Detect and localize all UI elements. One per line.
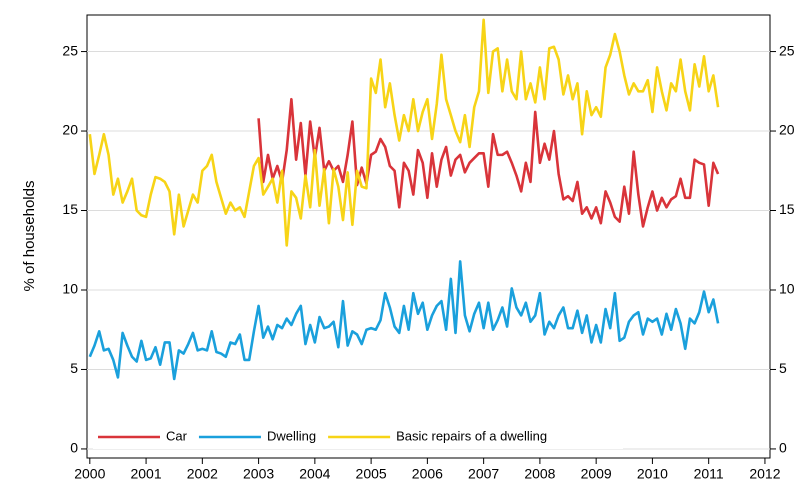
y2-tick-label: 10 xyxy=(779,281,795,297)
x-tick-label: 2003 xyxy=(243,466,274,482)
x-tick-label: 2000 xyxy=(74,466,105,482)
y-tick-label: 10 xyxy=(62,281,78,297)
y-tick-label: 20 xyxy=(62,122,78,138)
legend-label: Dwelling xyxy=(267,428,316,443)
legend-label: Basic repairs of a dwelling xyxy=(396,428,547,443)
x-tick-label: 2011 xyxy=(694,466,724,482)
x-tick-label: 2001 xyxy=(130,466,161,482)
x-tick-label: 2009 xyxy=(581,466,612,482)
series-line xyxy=(88,18,720,247)
x-tick-label: 2004 xyxy=(299,466,330,482)
y2-tick-label: 25 xyxy=(779,42,795,58)
grid xyxy=(87,51,770,450)
x-tick-label: 2008 xyxy=(524,466,555,482)
x-tick-label: 2012 xyxy=(749,466,780,482)
series-line xyxy=(88,260,720,381)
y-tick-label: 0 xyxy=(70,440,78,456)
y2-tick-label: 20 xyxy=(779,122,795,138)
x-tick-label: 2010 xyxy=(637,466,668,482)
legend-label: Car xyxy=(166,428,188,443)
y2-tick-label: 5 xyxy=(779,360,787,376)
plot-frame xyxy=(86,14,771,459)
x-tick-label: 2006 xyxy=(412,466,443,482)
x-tick-label: 2005 xyxy=(356,466,387,482)
series-line xyxy=(257,97,720,228)
y-tick-label: 15 xyxy=(62,201,78,217)
x-tick-label: 2007 xyxy=(468,466,499,482)
x-tick-label: 2002 xyxy=(187,466,218,482)
y-axis-label: % of households xyxy=(21,181,38,292)
y-tick-label: 5 xyxy=(70,360,78,376)
axes: 0 5 10 15 20 25 0 5 10 15 20 25 2000 2001 2002 2003 2004… xyxy=(62,42,794,481)
y2-tick-label: 15 xyxy=(779,201,795,217)
y-tick-label: 25 xyxy=(62,42,78,58)
legend: Car Dwelling Basic repairs of a dwelling xyxy=(93,425,623,449)
y2-tick-label: 0 xyxy=(779,440,787,456)
series xyxy=(88,18,720,381)
